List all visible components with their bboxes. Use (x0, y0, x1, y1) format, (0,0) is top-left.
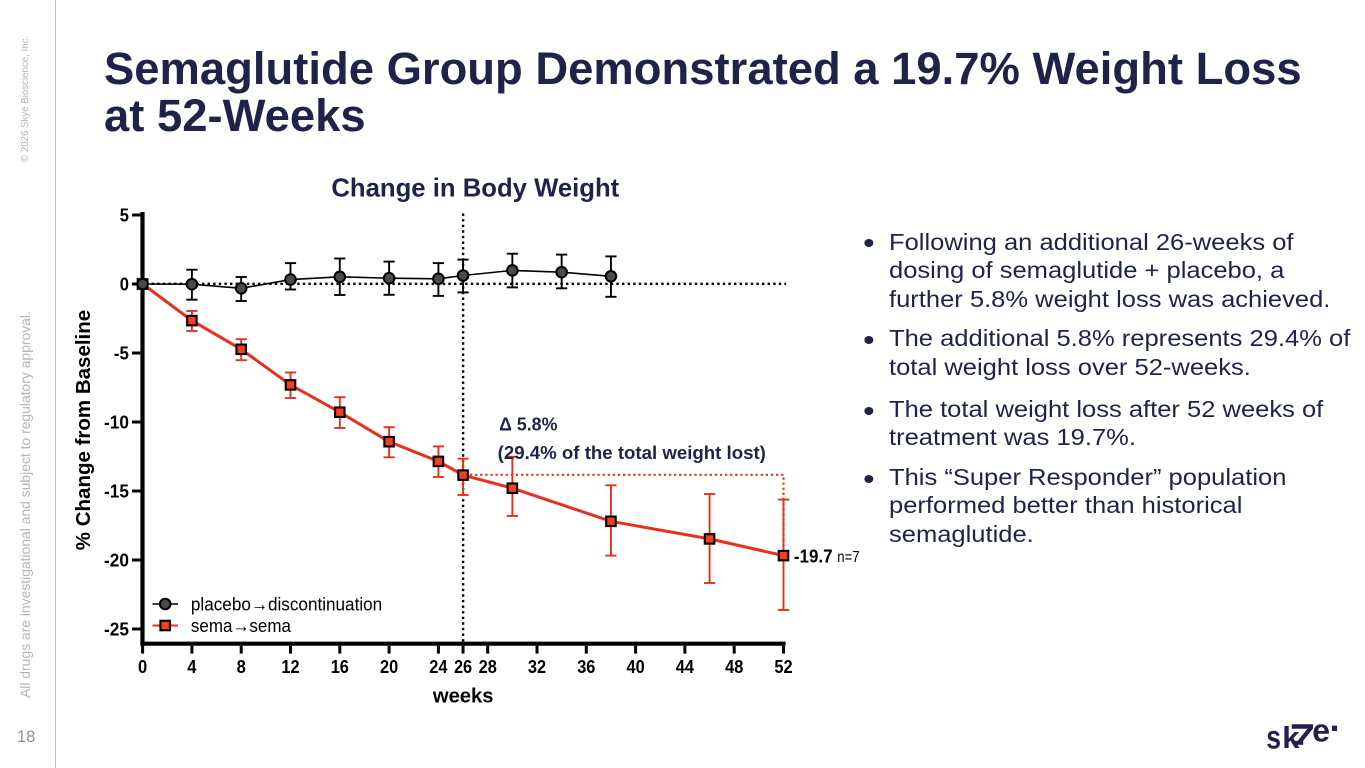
svg-text:% Change from Baseline: % Change from Baseline (72, 310, 95, 550)
svg-text:-5: -5 (114, 343, 129, 364)
svg-text:n=7: n=7 (837, 549, 859, 566)
svg-text:52: 52 (774, 656, 792, 677)
svg-text:4: 4 (187, 656, 197, 677)
svg-text:0: 0 (120, 274, 129, 295)
svg-text:Δ 5.8%: Δ 5.8% (499, 413, 557, 434)
svg-text:-25: -25 (104, 619, 129, 640)
svg-text:40: 40 (627, 656, 645, 677)
svg-text:-19.7: -19.7 (794, 545, 833, 566)
svg-text:44: 44 (676, 656, 695, 677)
svg-text:26: 26 (454, 656, 472, 677)
svg-text:8: 8 (237, 656, 246, 677)
svg-text:0: 0 (138, 656, 147, 677)
svg-text:48: 48 (725, 656, 743, 677)
svg-text:e: e (1312, 712, 1330, 748)
svg-text:-10: -10 (104, 412, 129, 433)
svg-text:16: 16 (331, 656, 349, 677)
svg-text:(29.4% of the total weight los: (29.4% of the total weight lost) (498, 442, 766, 463)
svg-text:12: 12 (281, 656, 299, 677)
svg-text:s: s (1266, 718, 1281, 755)
svg-text:24: 24 (429, 656, 448, 677)
svg-text:-15: -15 (104, 481, 129, 502)
svg-text:Change in Body Weight: Change in Body Weight (331, 173, 619, 203)
svg-text:placebo→discontinuation: placebo→discontinuation (191, 593, 382, 614)
svg-text:sema→sema: sema→sema (191, 615, 292, 636)
svg-text:36: 36 (577, 656, 595, 677)
svg-text:-20: -20 (104, 550, 129, 571)
svg-text:28: 28 (479, 656, 497, 677)
svg-text:32: 32 (528, 656, 546, 677)
svg-text:weeks: weeks (432, 685, 494, 708)
svg-text:20: 20 (380, 656, 398, 677)
svg-text:5: 5 (120, 205, 129, 226)
